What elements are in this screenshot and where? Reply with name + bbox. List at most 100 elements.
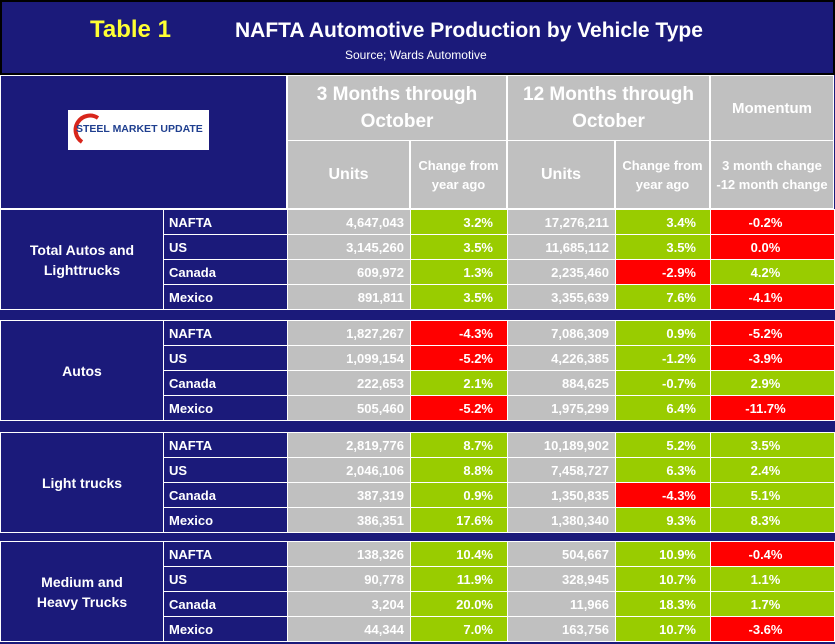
change: 4.2% bbox=[710, 259, 835, 285]
region: NAFTA bbox=[163, 432, 288, 458]
change: 6.4% bbox=[615, 395, 711, 421]
units: 138,326 bbox=[287, 541, 411, 567]
change: 3.5% bbox=[615, 234, 711, 260]
change-text: -5.2% bbox=[459, 350, 493, 366]
change-text: 6.4% bbox=[666, 400, 696, 416]
region: US bbox=[163, 234, 288, 260]
change: -11.7% bbox=[710, 395, 835, 421]
sub-header: 3 month change -12 month change bbox=[710, 140, 834, 209]
group-label-text: Total Autos and Lighttrucks bbox=[29, 241, 135, 278]
units: 891,811 bbox=[287, 284, 411, 310]
units: 504,667 bbox=[507, 541, 616, 567]
units-text: 3,355,639 bbox=[551, 289, 609, 305]
change: -0.4% bbox=[710, 541, 835, 567]
units: 10,189,902 bbox=[507, 432, 616, 458]
units: 884,625 bbox=[507, 370, 616, 396]
table-title: NAFTA Automotive Production by Vehicle T… bbox=[235, 19, 703, 42]
region-text: US bbox=[169, 571, 188, 587]
region: NAFTA bbox=[163, 541, 288, 567]
units: 44,344 bbox=[287, 616, 411, 642]
units: 163,756 bbox=[507, 616, 616, 642]
units-text: 7,086,309 bbox=[551, 325, 609, 341]
header-momentum-text: Momentum bbox=[732, 99, 812, 117]
change-text: -11.7% bbox=[745, 400, 786, 416]
change-text: 4.2% bbox=[750, 264, 781, 280]
sub-header-text: 3 month change -12 month change bbox=[716, 157, 828, 192]
region-text: Canada bbox=[169, 375, 216, 391]
region-text: NAFTA bbox=[169, 437, 213, 453]
change-text: 2.1% bbox=[463, 375, 493, 391]
region-text: Mexico bbox=[169, 512, 214, 528]
table-label: Table 1 bbox=[90, 16, 171, 43]
region-text: US bbox=[169, 239, 188, 255]
header-momentum: Momentum bbox=[710, 75, 834, 141]
region: Canada bbox=[163, 370, 288, 396]
group-label-text: Light trucks bbox=[41, 474, 123, 491]
units: 328,945 bbox=[507, 566, 616, 592]
region: NAFTA bbox=[163, 320, 288, 346]
units-text: 11,685,112 bbox=[545, 239, 609, 255]
region: US bbox=[163, 457, 288, 483]
region-text: Canada bbox=[169, 596, 216, 612]
change: -4.3% bbox=[410, 320, 508, 346]
region-text: Mexico bbox=[169, 289, 214, 305]
units-text: 90,778 bbox=[364, 571, 404, 587]
header-12-months: 12 Months through October bbox=[507, 75, 710, 141]
units: 2,235,460 bbox=[507, 259, 616, 285]
units: 1,827,267 bbox=[287, 320, 411, 346]
units-text: 17,276,211 bbox=[544, 214, 609, 230]
header-3-months: 3 Months through October bbox=[287, 75, 507, 141]
change: 5.2% bbox=[615, 432, 711, 458]
change: 7.0% bbox=[410, 616, 508, 642]
header-3-months-text: 3 Months through October bbox=[316, 84, 478, 132]
region: Canada bbox=[163, 482, 288, 508]
change: 5.1% bbox=[710, 482, 835, 508]
region-text: NAFTA bbox=[169, 546, 213, 562]
change-text: 8.7% bbox=[463, 437, 493, 453]
change-text: 11.9% bbox=[456, 571, 493, 587]
change-text: -5.2% bbox=[748, 325, 783, 341]
change: 8.7% bbox=[410, 432, 508, 458]
change-text: 7.6% bbox=[666, 289, 696, 305]
region-text: Mexico bbox=[169, 621, 214, 637]
change: 1.1% bbox=[710, 566, 835, 592]
units: 3,204 bbox=[287, 591, 411, 617]
units: 2,046,106 bbox=[287, 457, 411, 483]
group-label: Light trucks bbox=[0, 432, 164, 533]
logo-text: STEEL MARKET UPDATE bbox=[76, 123, 203, 135]
change: 2.4% bbox=[710, 457, 835, 483]
logo: STEEL MARKET UPDATE bbox=[68, 110, 209, 150]
units-text: 387,319 bbox=[357, 487, 404, 503]
units: 3,145,260 bbox=[287, 234, 411, 260]
units-text: 138,326 bbox=[357, 546, 404, 562]
units-text: 386,351 bbox=[357, 512, 404, 528]
region: Mexico bbox=[163, 395, 288, 421]
units-text: 10,189,902 bbox=[543, 437, 609, 453]
change: 0.0% bbox=[710, 234, 835, 260]
units: 11,685,112 bbox=[507, 234, 616, 260]
change: -0.7% bbox=[615, 370, 711, 396]
units-text: 1,827,267 bbox=[346, 325, 404, 341]
change-text: -4.1% bbox=[748, 289, 783, 305]
sub-header-text: Change from year ago bbox=[622, 157, 703, 192]
units: 4,647,043 bbox=[287, 209, 411, 235]
change-text: -0.7% bbox=[662, 375, 696, 391]
change-text: 9.3% bbox=[666, 512, 696, 528]
change: 9.3% bbox=[615, 507, 711, 533]
units-text: 504,667 bbox=[562, 546, 609, 562]
units-text: 884,625 bbox=[562, 375, 609, 391]
change: 2.9% bbox=[710, 370, 835, 396]
units: 2,819,776 bbox=[287, 432, 411, 458]
group-label-text: Medium and Heavy Trucks bbox=[36, 573, 128, 610]
change: 2.1% bbox=[410, 370, 508, 396]
change-text: 8.8% bbox=[463, 462, 493, 478]
change: 8.8% bbox=[410, 457, 508, 483]
change: -4.1% bbox=[710, 284, 835, 310]
region: Canada bbox=[163, 591, 288, 617]
region-text: US bbox=[169, 350, 188, 366]
units: 4,226,385 bbox=[507, 345, 616, 371]
change-text: 6.3% bbox=[666, 462, 696, 478]
units: 222,653 bbox=[287, 370, 411, 396]
change-text: -3.6% bbox=[748, 621, 783, 637]
region-text: NAFTA bbox=[169, 214, 213, 230]
